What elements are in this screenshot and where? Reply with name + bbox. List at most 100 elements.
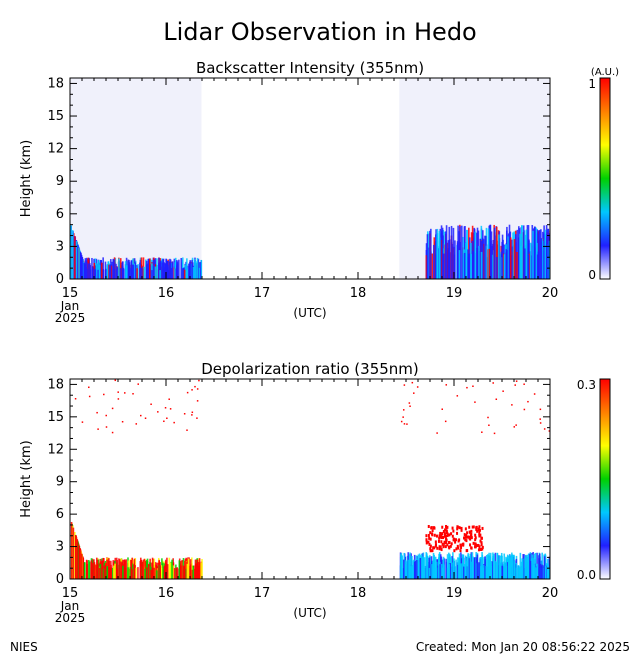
data-pixel [477, 528, 480, 532]
data-pixel [81, 421, 84, 423]
data-pixel [479, 238, 482, 279]
data-pixel [425, 541, 428, 545]
data-pixel [513, 426, 516, 428]
data-pixel [433, 526, 436, 530]
data-pixel [524, 248, 526, 279]
data-pixel [178, 259, 180, 279]
data-pixel [490, 565, 493, 579]
data-pixel [112, 258, 115, 279]
data-pixel [436, 432, 438, 434]
data-pixel [474, 538, 477, 542]
data-pixel [150, 403, 152, 405]
data-pixel [509, 237, 512, 279]
data-pixel [86, 560, 88, 579]
data-pixel [431, 529, 434, 533]
y-tick-label: 12 [47, 142, 64, 157]
data-pixel [75, 240, 78, 279]
data-pixel [429, 547, 432, 551]
data-pixel [528, 254, 531, 279]
data-pixel [482, 230, 484, 279]
data-pixel [471, 525, 474, 529]
y-tick-label: 3 [56, 540, 64, 555]
data-pixel [464, 527, 467, 531]
data-pixel [507, 236, 510, 279]
data-pixel [513, 554, 515, 579]
data-pixel [85, 267, 87, 279]
data-pixel [478, 532, 481, 536]
data-pixel [472, 541, 475, 545]
data-pixel [464, 538, 467, 542]
data-pixel [191, 414, 193, 416]
data-pixel [445, 529, 448, 533]
data-pixel [478, 245, 480, 279]
data-window-2 [399, 379, 550, 579]
data-pixel [129, 566, 132, 579]
data-pixel [470, 546, 473, 550]
x-tick-label: 15 [62, 286, 79, 301]
data-pixel [429, 531, 432, 535]
data-pixel [98, 567, 101, 579]
data-pixel [446, 554, 449, 579]
data-pixel [182, 565, 185, 579]
data-pixel [116, 268, 119, 279]
data-pixel [465, 549, 468, 553]
data-pixel [476, 227, 479, 279]
data-pixel [71, 230, 74, 279]
x-tick-label: 17 [254, 286, 271, 301]
data-pixel [424, 565, 426, 579]
data-pixel [435, 254, 437, 279]
data-pixel [70, 225, 72, 279]
data-pixel [438, 536, 441, 540]
data-pixel [191, 259, 193, 279]
data-pixel [146, 268, 148, 279]
data-pixel [121, 420, 124, 423]
footer-institute: NIES [10, 640, 38, 654]
data-pixel [81, 257, 84, 279]
data-pixel [143, 266, 146, 279]
y-tick-label: 0 [56, 572, 64, 587]
data-pixel [130, 559, 133, 579]
data-pixel [400, 420, 403, 423]
data-pixel [153, 567, 155, 579]
x-axis-label: (UTC) [293, 306, 326, 320]
x-tick-label: 20 [542, 586, 559, 601]
data-pixel [445, 558, 448, 579]
feature-surface-layer [399, 551, 550, 579]
data-pixel [443, 532, 446, 536]
data-pixel [453, 549, 456, 553]
data-pixel [470, 242, 472, 279]
data-pixel [459, 549, 462, 553]
data-pixel [95, 564, 97, 579]
data-pixel [501, 565, 504, 579]
data-pixel [498, 234, 500, 279]
data-pixel [186, 258, 188, 279]
data-pixel [186, 391, 189, 394]
data-pixel [458, 557, 460, 579]
data-pixel [416, 559, 418, 579]
data-pixel [491, 561, 493, 579]
data-pixel [133, 558, 136, 579]
y-axis-label: Height (km) [19, 440, 34, 517]
data-pixel [453, 246, 455, 279]
data-pixel [484, 556, 486, 579]
data-pixel [446, 242, 449, 279]
data-pixel [522, 225, 525, 279]
data-pixel [198, 558, 201, 579]
data-pixel [175, 567, 178, 579]
data-pixel [488, 555, 491, 579]
data-pixel [482, 565, 485, 579]
data-pixel [440, 548, 443, 552]
data-pixel [459, 543, 462, 547]
data-pixel [475, 526, 478, 530]
colorbar-max-label: 0.3 [577, 378, 596, 392]
data-pixel [148, 563, 150, 579]
data-pixel [91, 257, 93, 279]
data-pixel [70, 521, 73, 579]
data-pixel [110, 265, 113, 279]
data-pixel [451, 534, 454, 538]
data-pixel [481, 526, 484, 530]
data-pixel [480, 541, 483, 545]
data-pixel [178, 560, 181, 579]
data-pixel [428, 542, 431, 546]
data-pixel [89, 269, 92, 279]
